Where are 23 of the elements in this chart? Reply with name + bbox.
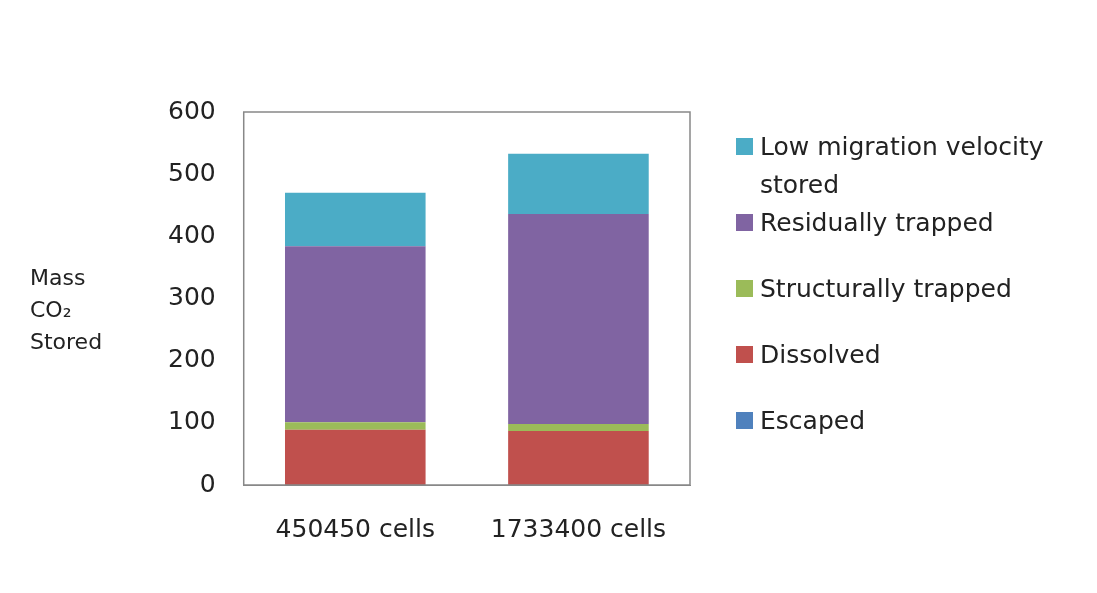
x-tick-label: 1733400 cells (490, 513, 667, 543)
legend-label: Dissolved (760, 339, 881, 371)
legend-label: Residually trapped (760, 207, 994, 239)
bar (285, 246, 426, 423)
y-axis-title: Mass CO₂ Stored (30, 264, 104, 356)
x-tick-label: 450450 cells (275, 513, 436, 543)
y-tick-label: 600 (168, 95, 216, 125)
bar (508, 153, 649, 214)
bar (285, 192, 426, 247)
bar (508, 424, 649, 431)
y-tick-label: 500 (168, 157, 216, 187)
y-tick-label: 100 (168, 406, 216, 436)
y-tick-label: 400 (168, 219, 216, 249)
bar (508, 213, 649, 425)
y-tick-label: 200 (168, 344, 216, 374)
legend-label: Low migration velocity stored (760, 131, 1045, 201)
legend-label: Escaped (760, 405, 866, 437)
y-tick-label: 300 (168, 282, 216, 311)
bar (508, 430, 649, 485)
bar (285, 429, 426, 485)
y-tick-label: 0 (199, 468, 216, 498)
bar (285, 422, 426, 430)
legend-label: Structurally trapped (760, 273, 1012, 305)
